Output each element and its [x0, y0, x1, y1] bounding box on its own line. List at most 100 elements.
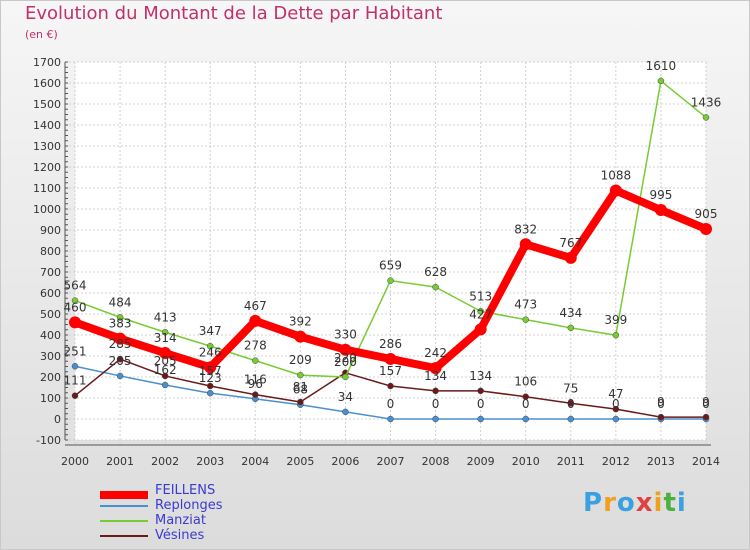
data-label: 392: [289, 315, 312, 329]
data-point: [700, 222, 712, 235]
logo-letter: t: [663, 488, 677, 518]
data-point: [567, 324, 575, 332]
x-tick-label: 2002: [151, 455, 179, 468]
proxiti-logo: Proxiti: [583, 488, 687, 518]
data-label: 905: [695, 207, 718, 221]
data-label: 513: [469, 289, 492, 303]
data-point: [71, 392, 79, 399]
y-tick-label: 900: [40, 224, 61, 237]
data-label: 1610: [646, 59, 677, 73]
x-tick-label: 2001: [106, 455, 134, 468]
chart-title: Evolution du Montant de la Dette par Hab…: [25, 3, 443, 24]
legend-swatch: [100, 505, 148, 507]
data-point: [522, 393, 529, 400]
data-label: 484: [109, 295, 132, 309]
data-label: 111: [64, 374, 87, 388]
legend-label: Manziat: [155, 513, 206, 528]
x-tick-label: 2014: [692, 455, 720, 468]
data-point: [432, 387, 439, 395]
data-point: [702, 114, 710, 121]
data-label: 460: [64, 300, 87, 314]
y-tick-label: 1700: [33, 56, 61, 69]
y-tick-label: 1500: [33, 98, 61, 111]
data-point: [252, 357, 259, 364]
data-label: 75: [563, 381, 578, 395]
logo-letter: o: [616, 488, 636, 518]
data-point: [71, 297, 79, 304]
logo-letter: x: [635, 488, 654, 518]
logo-letter: i: [653, 488, 664, 518]
legend-label: FEILLENS: [155, 483, 216, 498]
data-point: [249, 314, 262, 327]
x-tick-label: 2008: [422, 455, 450, 468]
data-point: [161, 381, 169, 389]
chart-subtitle: (en €): [25, 28, 58, 41]
data-label: 399: [604, 313, 627, 327]
data-label: 116: [244, 373, 267, 387]
y-tick-label: 300: [40, 350, 61, 363]
y-tick-label: 0: [54, 413, 61, 426]
data-point: [612, 415, 620, 423]
data-label: 68: [293, 383, 308, 397]
data-label: 123: [199, 371, 222, 385]
data-point: [477, 387, 484, 395]
data-label: 278: [244, 339, 267, 353]
data-point: [116, 372, 124, 380]
data-label: 832: [514, 222, 537, 236]
legend-label: Replonges: [155, 498, 223, 513]
data-point: [567, 415, 575, 423]
data-label: 96: [248, 377, 263, 391]
legend-label: Vésines: [155, 528, 205, 543]
data-point: [429, 362, 442, 375]
y-tick-label: 400: [40, 329, 61, 342]
data-label: 0: [522, 397, 530, 411]
x-tick-label: 2007: [377, 455, 405, 468]
data-label: 0: [567, 397, 575, 411]
data-label: 242: [424, 346, 447, 360]
data-label: 157: [199, 364, 222, 378]
data-point: [657, 413, 665, 421]
y-tick-label: 100: [40, 392, 61, 405]
data-point: [342, 373, 349, 381]
y-tick-label: -100: [36, 434, 61, 447]
data-label: 9: [657, 395, 665, 409]
y-tick-label: 1200: [33, 161, 61, 174]
data-point: [71, 363, 79, 370]
data-point: [522, 316, 529, 323]
data-label: 628: [424, 265, 447, 279]
data-point: [116, 355, 124, 363]
y-tick-label: 1000: [33, 203, 61, 216]
data-label: 81: [293, 380, 308, 394]
logo-letter: i: [676, 488, 687, 518]
data-point: [206, 342, 214, 350]
data-label: 1436: [691, 95, 722, 109]
data-point: [477, 308, 484, 315]
data-label: 9: [702, 395, 710, 409]
data-point: [519, 238, 532, 251]
data-label: 205: [154, 354, 177, 368]
data-point: [387, 277, 394, 284]
y-tick-label: 700: [40, 266, 61, 279]
x-tick-label: 2010: [512, 455, 540, 468]
data-point: [204, 361, 217, 374]
legend-swatch: [100, 491, 148, 499]
data-point: [654, 204, 667, 217]
data-label: 162: [154, 363, 177, 377]
data-point: [564, 251, 577, 264]
data-point: [657, 77, 665, 85]
data-label: 767: [559, 236, 582, 250]
legend-swatch: [100, 520, 148, 522]
data-label: 1088: [601, 169, 632, 183]
data-point: [384, 352, 397, 365]
y-tick-label: 200: [40, 371, 61, 384]
data-label: 47: [608, 387, 623, 401]
data-label: 0: [657, 397, 665, 411]
legend-swatch: [100, 535, 148, 537]
data-label: 383: [109, 317, 132, 331]
data-label: 347: [199, 324, 222, 338]
data-point: [342, 408, 349, 416]
data-point: [474, 323, 487, 336]
data-label: 0: [387, 397, 395, 411]
data-label: 134: [424, 369, 447, 383]
